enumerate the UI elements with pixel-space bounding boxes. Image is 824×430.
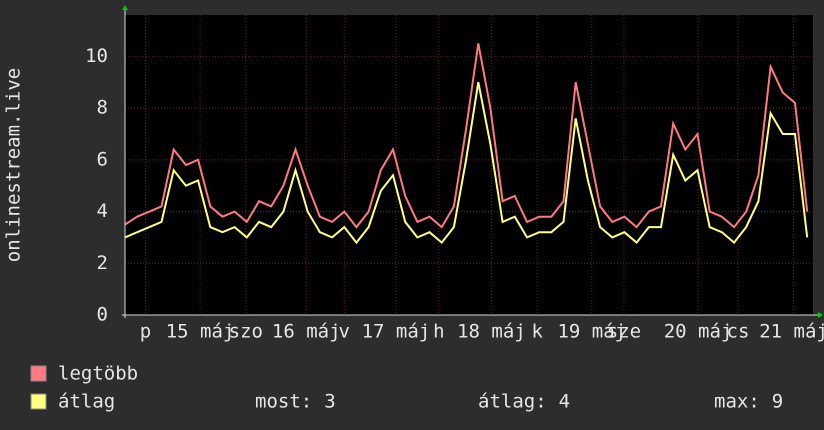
series-line (124, 82, 809, 245)
plot-area (125, 15, 813, 315)
y-axis-label: onlinestream.live (3, 68, 25, 262)
y-tick-label: 8 (97, 97, 108, 119)
y-tick-label: 2 (97, 252, 108, 274)
legend-swatch (30, 393, 47, 410)
x-tick-label: h (433, 321, 444, 343)
x-tick-label: 21 máj (759, 321, 824, 343)
stat-value: 9 (772, 391, 783, 413)
y-tick-label: 10 (85, 45, 108, 67)
x-tick-label: k (531, 321, 543, 343)
x-tick-label: cs (727, 321, 750, 343)
series-line (124, 43, 809, 229)
stat-label: max: (714, 391, 760, 413)
y-tick-label: 6 (97, 148, 108, 170)
stat-value: 4 (559, 391, 570, 413)
legend-swatch (30, 365, 47, 382)
y-tick-label: 4 (97, 200, 108, 222)
stat-label: átlag: (478, 391, 547, 413)
legend-label: átlag (58, 391, 115, 413)
legend-label: legtöbb (58, 363, 138, 385)
y-tick-label: 0 (97, 304, 108, 326)
x-tick-label: p (140, 321, 151, 343)
x-tick-label: sze (607, 321, 641, 343)
axis-arrow (818, 312, 823, 318)
x-tick-label: 15 máj (166, 321, 235, 343)
x-tick-label: 17 máj (362, 321, 431, 343)
stat-label: most: (255, 391, 312, 413)
axis-arrow (122, 5, 128, 10)
x-tick-label: szo (229, 321, 263, 343)
x-tick-label: 20 máj (664, 321, 733, 343)
x-tick-label: 19 máj (557, 321, 626, 343)
x-tick-label: v (339, 321, 350, 343)
x-tick-label: 16 máj (272, 321, 341, 343)
stat-value: 3 (324, 391, 335, 413)
x-tick-label: 18 máj (457, 321, 526, 343)
